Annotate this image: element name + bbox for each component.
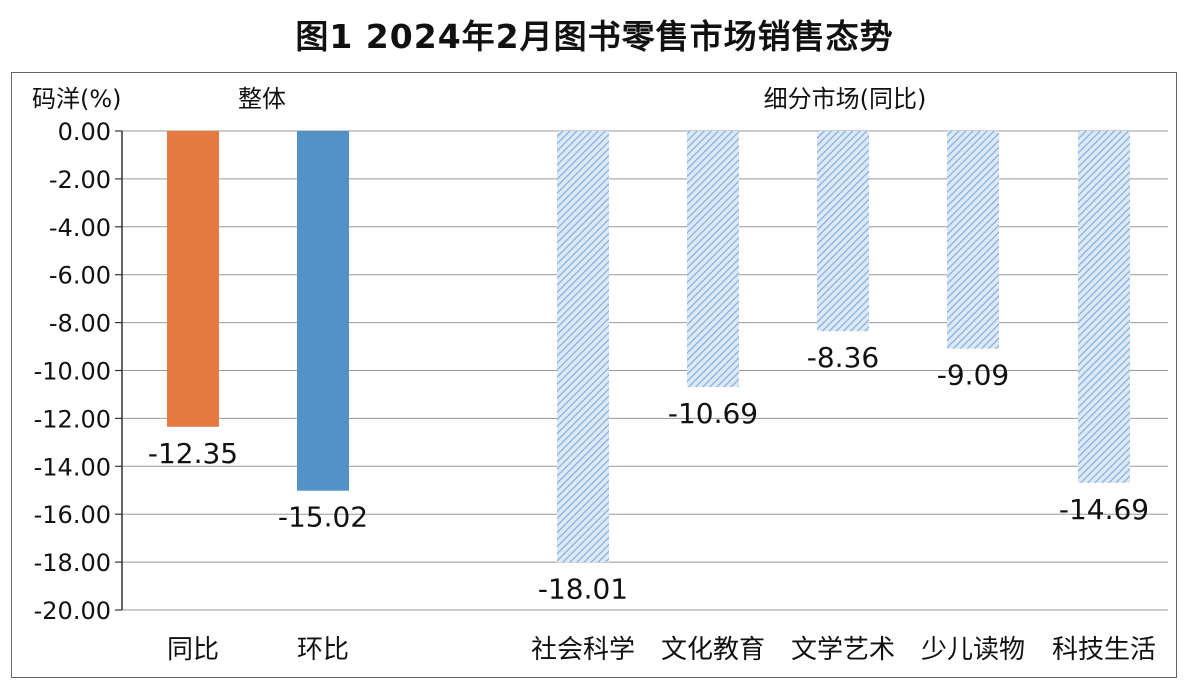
x-tick-label: 社会科学	[531, 635, 635, 665]
chart-frame	[11, 72, 1177, 678]
bar	[817, 131, 869, 332]
bar	[687, 131, 739, 388]
bar	[557, 131, 609, 563]
x-tick-label: 环比	[297, 635, 349, 665]
y-tick-label: -14.00	[34, 453, 111, 481]
x-tick-label: 少儿读物	[921, 635, 1025, 665]
y-tick-label: -4.00	[49, 214, 111, 242]
gridlines	[122, 130, 1168, 611]
data-label: -14.69	[1059, 493, 1149, 526]
bars	[167, 131, 1130, 563]
x-tick-label: 文学艺术	[791, 635, 895, 665]
y-tick-label: -16.00	[34, 501, 111, 529]
y-tick-label: -18.00	[34, 549, 111, 577]
data-label: -9.09	[937, 359, 1009, 392]
x-tick-label: 同比	[167, 635, 219, 665]
data-label: -18.01	[538, 572, 628, 605]
y-axis-label: 码洋(%)	[32, 85, 122, 113]
y-tick-label: -6.00	[49, 262, 111, 290]
data-label: -15.02	[278, 501, 368, 534]
bar	[297, 131, 349, 491]
y-tick-label: -8.00	[49, 310, 111, 338]
chart-title: 图1 2024年2月图书零售市场销售态势	[295, 17, 894, 56]
y-tick-label: -2.00	[49, 166, 111, 194]
x-tick-label: 文化教育	[661, 635, 765, 665]
y-tick-label: 0.00	[58, 118, 111, 146]
group-label: 整体	[238, 85, 286, 113]
labels: 码洋(%) 整体 -12.35 同比 -15.02 环比 细分市场(同比) -18.01 社会科…	[32, 85, 1156, 665]
group-label: 细分市场(同比)	[764, 85, 927, 113]
y-tick-label: -12.00	[34, 405, 111, 433]
y-tick-label: -10.00	[34, 358, 111, 386]
bar	[1078, 131, 1130, 483]
bar	[947, 131, 999, 349]
data-label: -8.36	[807, 341, 879, 374]
x-tick-label: 科技生活	[1052, 635, 1156, 665]
data-label: -12.35	[148, 437, 238, 470]
bar	[167, 131, 219, 427]
y-tick-label: -20.00	[34, 597, 111, 625]
y-axis: 0.00 -2.00 -4.00 -6.00 -8.00 -10.00 -12.00 -14.…	[34, 118, 123, 625]
data-label: -10.69	[668, 397, 758, 430]
